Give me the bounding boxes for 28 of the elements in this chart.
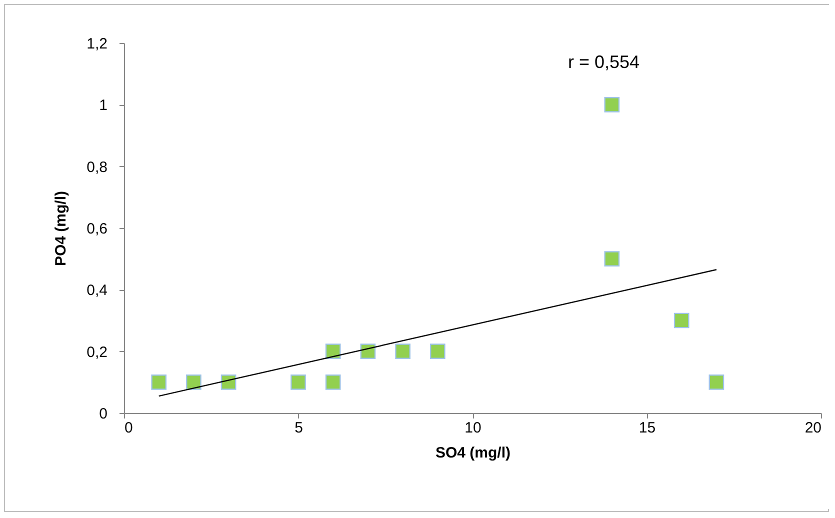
x-tick-label: 0: [124, 420, 133, 436]
x-axis-title: SO4 (mg/l): [435, 444, 511, 462]
point: [708, 374, 724, 390]
point: [674, 312, 690, 328]
y-tick-label: 0,8: [86, 158, 108, 176]
point: [604, 96, 620, 112]
point: [395, 344, 410, 360]
y-tick-label: 0,4: [86, 282, 108, 300]
x-tick-label: 15: [638, 420, 656, 436]
y-tick-label: 1: [99, 97, 108, 114]
point: [604, 251, 620, 267]
annotation: r = 0,554: [568, 52, 640, 72]
y-tick-label: 0: [99, 406, 108, 422]
x-tick-label: 5: [294, 420, 303, 436]
y-tick-label: 1,2: [86, 36, 108, 52]
x-tick-label: 20: [804, 420, 822, 436]
point: [290, 374, 306, 390]
point: [220, 374, 236, 390]
point: [151, 374, 167, 390]
point: [360, 344, 376, 360]
y-tick-label: 0,2: [86, 344, 108, 361]
point: [186, 374, 202, 390]
y-axis-title: PO4 (mg/l): [52, 190, 70, 266]
point: [325, 374, 341, 390]
point: [325, 344, 341, 360]
y-tick-label: 0,6: [86, 220, 108, 238]
x-tick-label: 10: [464, 420, 482, 436]
point: [430, 344, 446, 360]
